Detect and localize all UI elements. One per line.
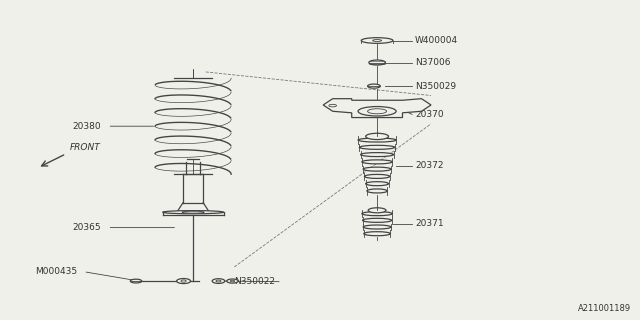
Text: N37006: N37006 [415,58,451,67]
Polygon shape [323,99,431,117]
Ellipse shape [329,104,337,107]
Ellipse shape [369,60,385,65]
Text: 20370: 20370 [415,110,444,119]
Text: 20380: 20380 [72,122,101,131]
Ellipse shape [367,84,380,88]
Ellipse shape [368,208,386,213]
Text: W400004: W400004 [415,36,458,45]
Ellipse shape [365,133,388,140]
Ellipse shape [131,279,141,283]
Text: N350029: N350029 [415,82,456,91]
Ellipse shape [363,225,391,229]
Text: 20372: 20372 [415,161,444,170]
Ellipse shape [364,174,390,179]
Ellipse shape [358,138,396,142]
Ellipse shape [364,232,390,236]
Text: A211001189: A211001189 [578,303,631,313]
Ellipse shape [227,279,238,283]
Text: FRONT: FRONT [70,143,100,152]
Ellipse shape [230,280,235,282]
Ellipse shape [363,167,391,171]
Ellipse shape [365,182,388,186]
Ellipse shape [359,145,395,149]
Ellipse shape [216,280,221,282]
Ellipse shape [163,211,223,214]
Text: 20371: 20371 [415,219,444,228]
Ellipse shape [212,279,225,284]
Ellipse shape [181,280,186,282]
Text: N350022: N350022 [235,277,276,286]
Ellipse shape [360,153,394,156]
Ellipse shape [372,40,381,42]
Text: 20365: 20365 [72,223,101,232]
Ellipse shape [367,109,387,114]
Ellipse shape [361,38,393,43]
Text: M000435: M000435 [35,267,77,276]
Ellipse shape [362,212,392,216]
Ellipse shape [182,211,204,213]
Ellipse shape [362,218,392,222]
Ellipse shape [358,107,396,116]
Ellipse shape [362,160,392,164]
Ellipse shape [177,278,191,284]
Ellipse shape [367,189,387,193]
